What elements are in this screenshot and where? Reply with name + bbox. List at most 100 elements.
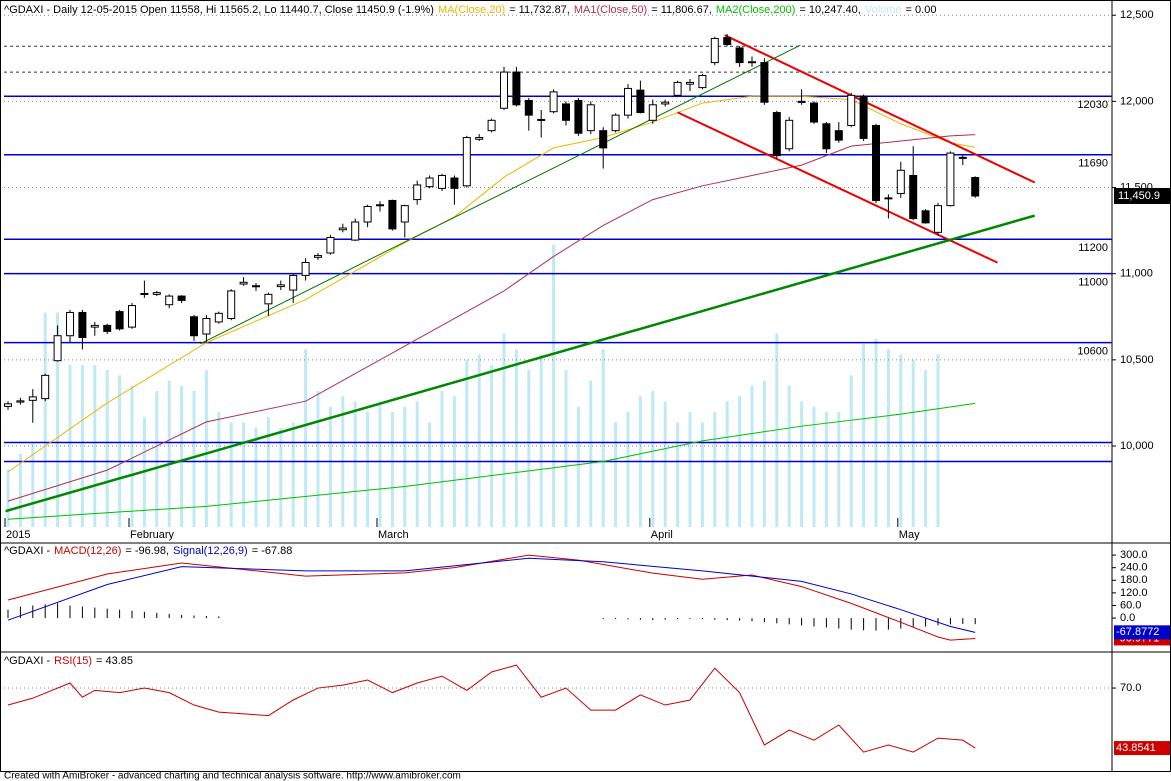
candle-body [462, 137, 471, 187]
volume-bar [105, 370, 109, 527]
volume-bar [899, 354, 903, 527]
candle-body [810, 102, 818, 123]
trendline [724, 34, 1036, 184]
candle-body [586, 104, 595, 132]
candle-body [909, 174, 918, 220]
last-price-label: 11,450.9 [1118, 190, 1160, 202]
volume-bar [180, 385, 184, 527]
candle-body [661, 101, 670, 105]
x-tick-label: February [130, 529, 175, 541]
volume-bar [43, 312, 47, 527]
candle-body [53, 335, 62, 362]
x-tick-label: March [378, 529, 409, 541]
volume-bar [713, 411, 717, 527]
volume-bar [576, 406, 580, 527]
series-line [7, 402, 976, 520]
candle-body [140, 293, 149, 296]
candle-body [66, 311, 74, 337]
x-tick-label: May [899, 529, 920, 541]
candle-body [698, 75, 707, 89]
candle-body [252, 285, 260, 288]
candle-body [549, 91, 558, 113]
candle-body [772, 112, 781, 157]
volume-bar [490, 364, 494, 527]
volume-bar [242, 422, 246, 527]
candle-body [388, 199, 397, 230]
candle-body [934, 205, 942, 233]
volume-bar [415, 401, 419, 527]
volume-bar [787, 385, 791, 527]
volume-bar [837, 411, 841, 527]
legend-readout: = 10,247.40, [799, 4, 860, 16]
y-tick-label: 10,500 [1120, 354, 1154, 366]
candle-body [425, 177, 434, 188]
volume-bar [924, 370, 928, 527]
y-tick-label: 240.0 [1120, 562, 1148, 574]
candle-body [624, 87, 632, 116]
series-line [7, 664, 976, 753]
candle-body [177, 295, 186, 301]
volume-bar [80, 364, 84, 527]
header-title: ^GDAXI - [4, 545, 50, 557]
volume-bar [378, 401, 382, 527]
volume-bar [366, 411, 370, 527]
candle-body [648, 104, 657, 121]
candle-body [723, 37, 732, 45]
volume-bar [589, 380, 593, 527]
trendline [677, 111, 998, 264]
volume-bar [304, 349, 308, 527]
candle-body [289, 274, 298, 291]
header-title: ^GDAXI - [4, 655, 50, 667]
volume-bar [849, 375, 853, 527]
volume-bar [824, 411, 828, 527]
legend-readout: = 11,732.87, [509, 4, 570, 16]
candle-body [748, 61, 756, 64]
level-label: 12030 [1077, 99, 1108, 111]
candle-body [524, 100, 533, 116]
candle-body [673, 81, 682, 96]
level-label: 11200 [1078, 242, 1108, 254]
level-label: 10600 [1077, 346, 1108, 358]
y-tick-label: 12,500 [1120, 9, 1154, 21]
volume-bar [279, 427, 283, 527]
volume-bar [800, 401, 804, 527]
candle-body [859, 95, 868, 139]
legend-readout: = -67.88 [252, 545, 293, 557]
legend-name: MA2(Close,200) [716, 4, 795, 16]
candle-body [413, 184, 422, 201]
volume-bar [886, 349, 890, 527]
volume-bar [403, 406, 407, 527]
candle-body [239, 281, 248, 285]
volume-bar [502, 333, 506, 527]
candle-body [4, 403, 12, 407]
plot [4, 14, 1112, 527]
candle-body [537, 118, 546, 121]
candle-body [128, 305, 136, 328]
candle-body [41, 374, 50, 400]
candle-body [214, 312, 223, 323]
candle-body [574, 100, 583, 134]
volume-bar [514, 349, 518, 527]
volume-bar [130, 385, 134, 527]
volume-bar [465, 359, 469, 527]
trendline [199, 44, 801, 345]
candle-body [264, 293, 273, 305]
volume-bar [266, 417, 270, 527]
volume-bar [626, 411, 630, 527]
last-price-box [1114, 187, 1170, 204]
legend-name: MACD(12,26) [54, 545, 121, 557]
candle-body [760, 62, 769, 103]
candle-body [487, 119, 496, 132]
header-title: ^GDAXI - Daily 12-05-2015 Open 11558, Hi… [4, 4, 434, 16]
candle-body [326, 236, 335, 254]
candle-body [500, 71, 508, 109]
candle-body [28, 396, 37, 401]
candle-body [152, 292, 161, 295]
candle-body [227, 290, 236, 319]
plot [7, 554, 976, 641]
candle-body [103, 324, 112, 332]
volume-bar [477, 354, 481, 527]
candle-body [896, 169, 905, 195]
